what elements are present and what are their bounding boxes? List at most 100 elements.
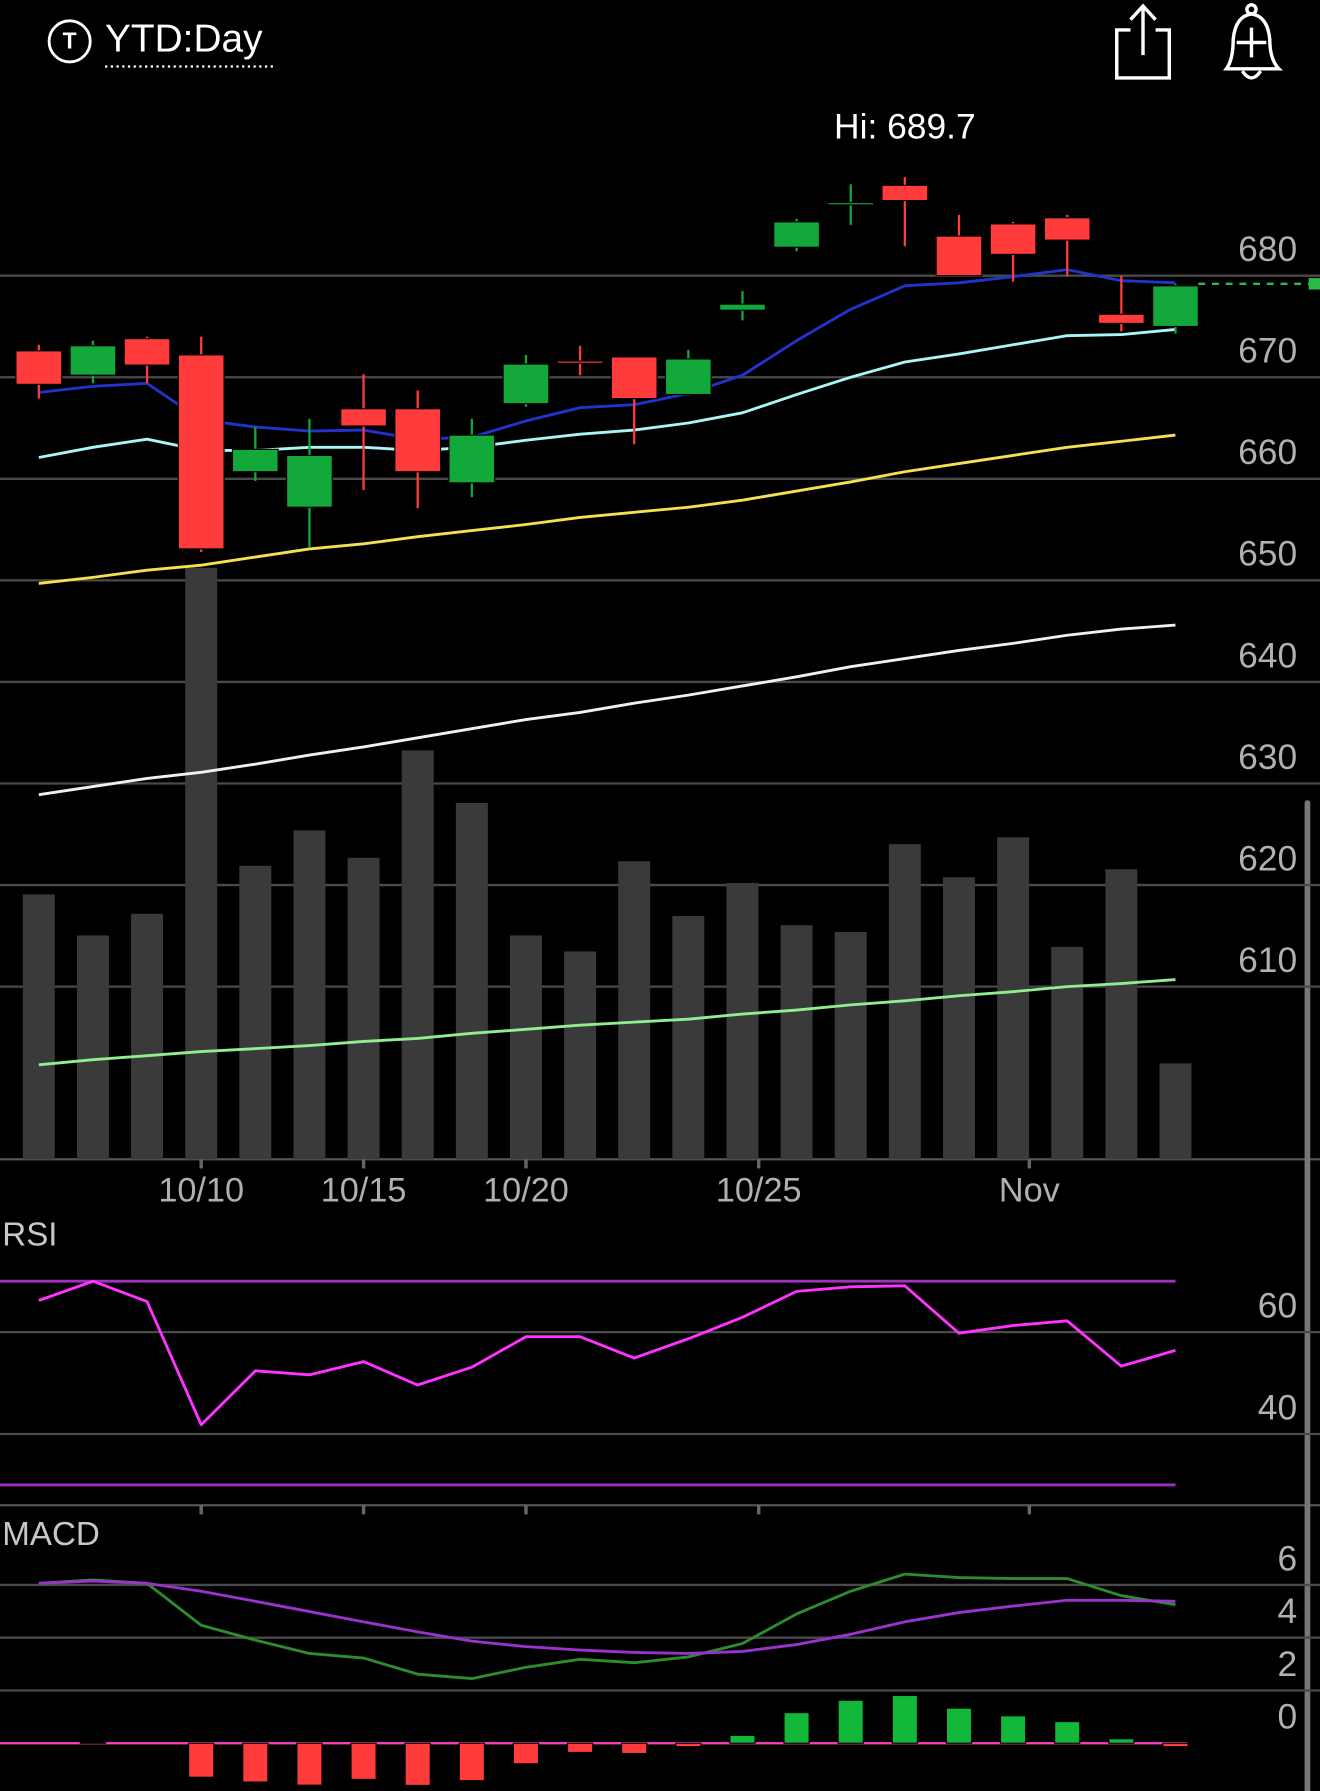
moving-average-line xyxy=(38,433,1176,585)
histogram-bar xyxy=(621,1742,648,1755)
y-tick-label: 2 xyxy=(1277,1645,1297,1684)
y-tick-label: 650 xyxy=(1238,535,1297,574)
volume-bar xyxy=(1105,869,1138,1160)
candle-body xyxy=(502,363,550,405)
volume-bar xyxy=(22,894,55,1160)
histogram-bar xyxy=(296,1742,323,1786)
timeframe-selector[interactable]: YTD:Day xyxy=(105,18,263,61)
histogram-bar xyxy=(404,1742,431,1787)
candle-body xyxy=(448,434,496,484)
y-tick-label: 630 xyxy=(1238,738,1297,777)
histogram-bar xyxy=(242,1742,269,1783)
ticker-icon-letter: T xyxy=(63,28,77,54)
high-annotation: Hi: 689.7 xyxy=(834,108,976,147)
volume-bar xyxy=(780,925,813,1160)
volume-bar xyxy=(293,830,326,1160)
histogram-bar xyxy=(512,1742,540,1765)
candle-body xyxy=(610,356,658,400)
volume-bar xyxy=(455,803,488,1160)
macd-line xyxy=(38,1579,1176,1655)
volume-bar xyxy=(185,567,218,1160)
y-tick-label: 0 xyxy=(1277,1698,1297,1737)
y-tick-label: 660 xyxy=(1238,433,1297,472)
volume-bar xyxy=(76,935,109,1160)
x-tick-label: 10/15 xyxy=(321,1171,407,1209)
histogram-bar xyxy=(1162,1742,1189,1748)
y-tick-label: 670 xyxy=(1238,332,1297,371)
volume-bar xyxy=(618,861,651,1160)
x-tick-label: Nov xyxy=(999,1171,1061,1209)
moving-average-line xyxy=(38,268,1176,441)
y-tick-label: 60 xyxy=(1258,1286,1297,1325)
volume-bar xyxy=(672,916,705,1160)
volume-bar xyxy=(942,877,975,1160)
histogram-bar xyxy=(1108,1738,1135,1744)
moving-average-line xyxy=(38,623,1176,797)
candle-body xyxy=(827,202,875,206)
candle-body xyxy=(881,184,929,202)
volume-bar xyxy=(509,935,542,1160)
y-tick-label: 640 xyxy=(1238,636,1297,675)
histogram-bar xyxy=(566,1742,594,1754)
volume-bar xyxy=(997,837,1030,1160)
moving-average-line xyxy=(38,978,1176,1067)
candle-body xyxy=(177,354,225,550)
y-tick-label: 6 xyxy=(1277,1539,1297,1578)
volume-bar xyxy=(564,951,597,1160)
histogram-bar xyxy=(458,1742,485,1782)
alert-button[interactable] xyxy=(1222,3,1284,80)
macd-title: MACD xyxy=(2,1516,100,1553)
candle-body xyxy=(664,358,712,396)
histogram-bar xyxy=(999,1715,1027,1744)
candle-body xyxy=(556,360,604,364)
candle-body xyxy=(231,448,279,473)
x-tick-label: 10/20 xyxy=(483,1171,569,1209)
volume-bar xyxy=(131,913,164,1160)
candle-body xyxy=(15,350,63,385)
volume-bar xyxy=(726,882,759,1160)
histogram-bar xyxy=(891,1694,918,1744)
x-tick-label: 10/10 xyxy=(158,1171,244,1209)
ticker-icon xyxy=(47,19,92,64)
volume-bar xyxy=(1159,1063,1192,1160)
share-button[interactable] xyxy=(1115,3,1171,80)
histogram-bar xyxy=(783,1712,810,1744)
volume-bar xyxy=(401,750,434,1160)
histogram-bar xyxy=(1054,1721,1081,1744)
volume-bar xyxy=(1051,946,1084,1160)
volume-bar xyxy=(834,932,867,1160)
last-price-marker xyxy=(1308,278,1320,290)
volume-bar xyxy=(347,857,380,1160)
histogram-bar xyxy=(837,1699,864,1744)
rsi-title: RSI xyxy=(2,1217,57,1254)
candle-body xyxy=(286,454,333,508)
histogram-bar xyxy=(350,1742,377,1780)
header: T YTD:Day xyxy=(47,3,1284,80)
candle-body xyxy=(773,221,820,248)
y-tick-label: 620 xyxy=(1238,839,1297,878)
candle-body xyxy=(69,345,117,376)
x-tick-label: 10/25 xyxy=(716,1171,802,1209)
y-tick-label: 610 xyxy=(1238,941,1297,980)
candle-body xyxy=(1097,313,1145,325)
candle-body xyxy=(123,338,171,366)
volume-bar xyxy=(239,865,272,1160)
histogram-bar xyxy=(675,1742,702,1748)
macd-line xyxy=(38,1572,1176,1681)
y-tick-label: 680 xyxy=(1238,230,1297,269)
candle-body xyxy=(394,408,442,473)
rsi-line xyxy=(38,1279,1176,1427)
candle-body xyxy=(1152,285,1199,328)
y-tick-label: 40 xyxy=(1258,1388,1297,1427)
histogram-bar xyxy=(945,1707,973,1744)
y-tick-label: 4 xyxy=(1277,1592,1297,1631)
histogram-bar xyxy=(79,1741,107,1744)
histogram-bar xyxy=(188,1742,215,1778)
candle-body xyxy=(719,303,766,311)
candle-body xyxy=(1043,217,1091,241)
histogram-bar xyxy=(729,1734,756,1744)
candle-body xyxy=(340,408,387,427)
